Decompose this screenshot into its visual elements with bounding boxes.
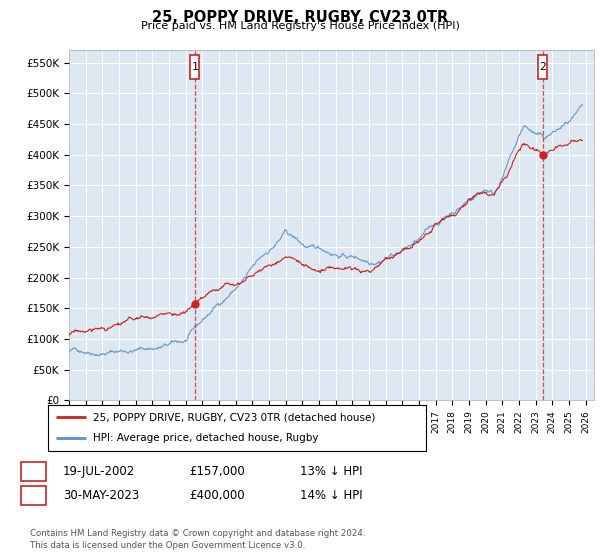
Text: 30-MAY-2023: 30-MAY-2023 bbox=[63, 489, 139, 502]
Text: 14% ↓ HPI: 14% ↓ HPI bbox=[300, 489, 362, 502]
Text: 1: 1 bbox=[30, 466, 37, 477]
FancyBboxPatch shape bbox=[190, 55, 199, 78]
FancyBboxPatch shape bbox=[538, 55, 547, 78]
Text: 25, POPPY DRIVE, RUGBY, CV23 0TR: 25, POPPY DRIVE, RUGBY, CV23 0TR bbox=[152, 10, 448, 25]
Text: £157,000: £157,000 bbox=[189, 465, 245, 478]
Text: 2: 2 bbox=[30, 491, 37, 501]
Text: HPI: Average price, detached house, Rugby: HPI: Average price, detached house, Rugb… bbox=[94, 433, 319, 444]
Text: 2: 2 bbox=[539, 62, 546, 72]
Text: Contains HM Land Registry data © Crown copyright and database right 2024.
This d: Contains HM Land Registry data © Crown c… bbox=[30, 529, 365, 550]
Text: 25, POPPY DRIVE, RUGBY, CV23 0TR (detached house): 25, POPPY DRIVE, RUGBY, CV23 0TR (detach… bbox=[94, 412, 376, 422]
Text: Price paid vs. HM Land Registry's House Price Index (HPI): Price paid vs. HM Land Registry's House … bbox=[140, 21, 460, 31]
Text: 19-JUL-2002: 19-JUL-2002 bbox=[63, 465, 135, 478]
Text: £400,000: £400,000 bbox=[189, 489, 245, 502]
Text: 1: 1 bbox=[191, 62, 198, 72]
Text: 13% ↓ HPI: 13% ↓ HPI bbox=[300, 465, 362, 478]
